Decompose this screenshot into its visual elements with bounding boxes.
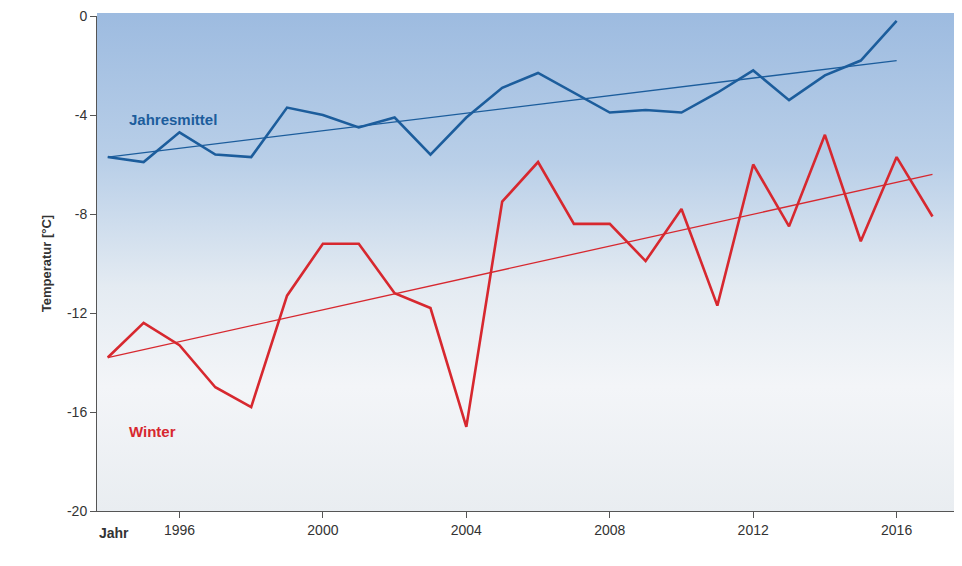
svg-text:0: 0 xyxy=(79,8,87,24)
svg-text:2016: 2016 xyxy=(881,522,912,538)
svg-text:-12: -12 xyxy=(67,305,87,321)
svg-text:-16: -16 xyxy=(67,404,87,420)
svg-text:Winter: Winter xyxy=(129,423,176,440)
svg-text:Jahresmittel: Jahresmittel xyxy=(129,111,217,128)
svg-text:2012: 2012 xyxy=(738,522,769,538)
svg-text:2008: 2008 xyxy=(594,522,625,538)
svg-text:2000: 2000 xyxy=(307,522,338,538)
svg-text:Temperatur [°C]: Temperatur [°C] xyxy=(39,215,54,312)
svg-text:2004: 2004 xyxy=(451,522,482,538)
svg-text:-4: -4 xyxy=(75,107,88,123)
svg-text:-20: -20 xyxy=(67,503,87,519)
svg-text:1996: 1996 xyxy=(164,522,195,538)
svg-text:-8: -8 xyxy=(75,206,88,222)
svg-text:Jahr: Jahr xyxy=(99,525,129,541)
